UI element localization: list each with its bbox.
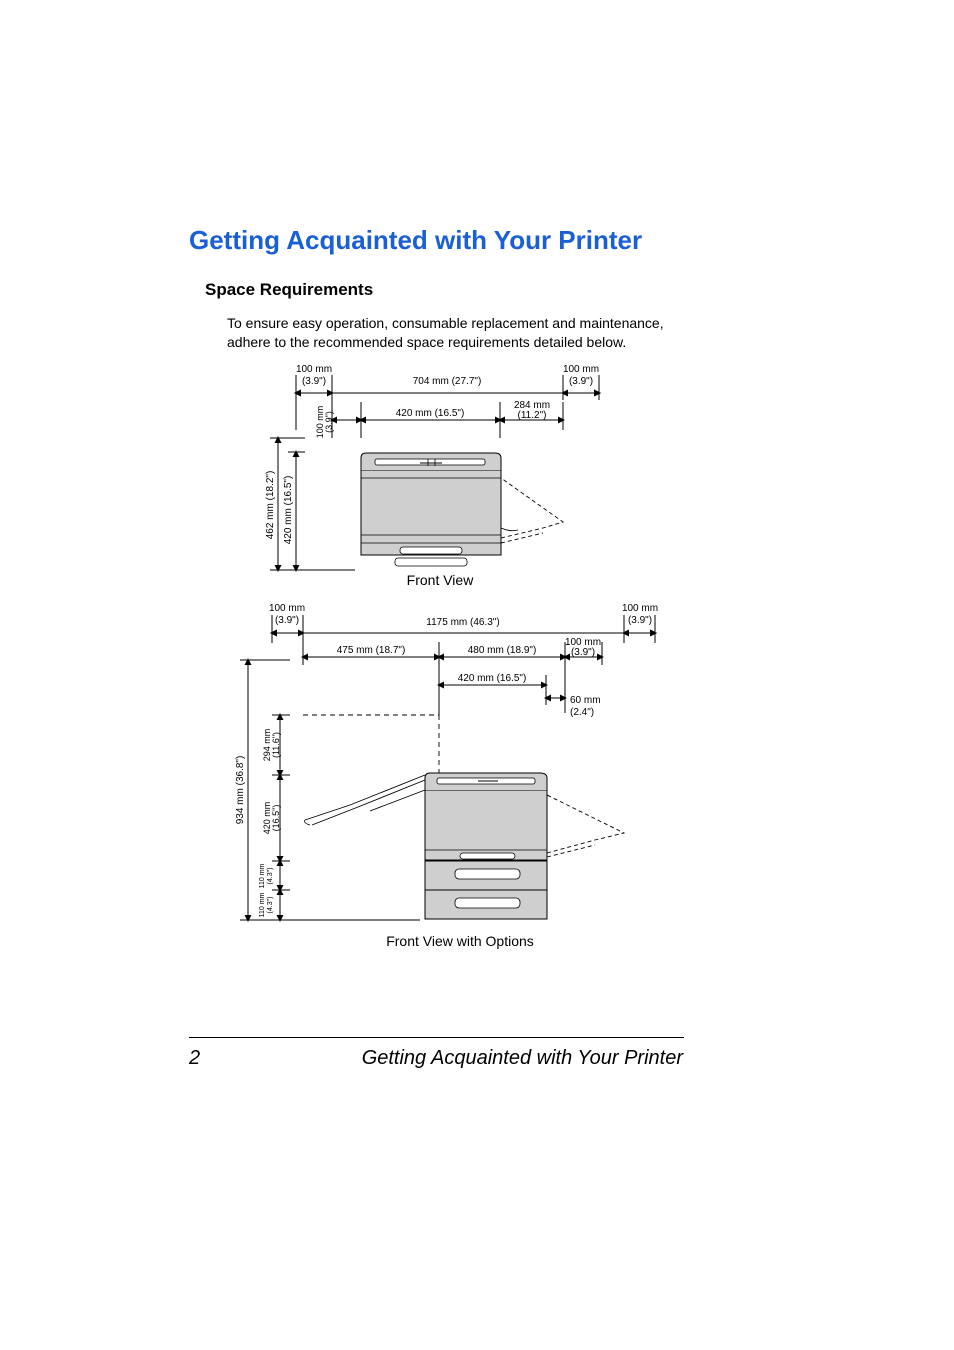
figure-front-view: 100 mm (3.9") 704 mm (27.7") 100 mm (3.9… [260, 360, 620, 580]
dim-label: (3.9") [628, 615, 652, 626]
dim-label: 100 mm [622, 603, 658, 614]
page-title: Getting Acquainted with Your Printer [189, 225, 642, 256]
caption-front-view: Front View [380, 572, 500, 588]
printer-options-drawing [305, 773, 624, 919]
dim-label: 100 mm [296, 364, 332, 375]
footer-title: Getting Acquainted with Your Printer [362, 1047, 683, 1070]
dim-label: (11.6") [271, 732, 281, 758]
svg-front-view: 100 mm (3.9") 704 mm (27.7") 100 mm (3.9… [260, 360, 620, 575]
printer-drawing [361, 453, 563, 566]
dim-label: (3.9") [571, 647, 595, 658]
dim-label: 475 mm (18.7") [337, 645, 406, 656]
dim-label: (4.3") [267, 897, 274, 914]
dim-label: (2.4") [570, 707, 594, 718]
dim-label: 480 mm (18.9") [468, 645, 537, 656]
dim-label: 420 mm (16.5") [283, 476, 294, 545]
dim-label: 420 mm (16.5") [396, 408, 465, 419]
page-container: Getting Acquainted with Your Printer Spa… [0, 0, 954, 1350]
dim-label: (3.9") [324, 411, 334, 433]
svg-front-view-options: 100 mm (3.9") 1175 mm (46.3") 100 mm (3.… [230, 595, 670, 930]
dim-label: 420 mm (16.5") [458, 673, 527, 684]
body-line-1: To ensure easy operation, consumable rep… [227, 315, 664, 331]
dim-label: (3.9") [302, 376, 326, 387]
dim-label: 1175 mm (46.3") [426, 617, 499, 628]
dim-label: 704 mm (27.7") [413, 376, 482, 387]
dim-label: (3.9") [275, 615, 299, 626]
dim-label: (16.5") [271, 805, 281, 832]
dim-label: (3.9") [569, 376, 593, 387]
dim-label: (4.3") [267, 868, 274, 885]
dim-label: 110 mm [259, 863, 266, 888]
caption-front-view-options: Front View with Options [360, 933, 560, 949]
section-heading: Space Requirements [205, 280, 373, 300]
dim-label: 100 mm [269, 603, 305, 614]
figure-front-view-options: 100 mm (3.9") 1175 mm (46.3") 100 mm (3.… [230, 595, 670, 935]
dim-label: 934 mm (36.8") [235, 756, 246, 825]
body-paragraph: To ensure easy operation, consumable rep… [227, 314, 664, 352]
dim-label: 100 mm [563, 364, 599, 375]
page-number: 2 [189, 1047, 200, 1070]
body-line-2: adhere to the recommended space requirem… [227, 334, 626, 350]
dim-label: 462 mm (18.2") [265, 471, 276, 540]
footer-rule [189, 1037, 684, 1038]
dim-label: 110 mm [259, 892, 266, 917]
dim-label: 60 mm [570, 695, 601, 706]
dim-label: (11.2") [518, 410, 547, 421]
